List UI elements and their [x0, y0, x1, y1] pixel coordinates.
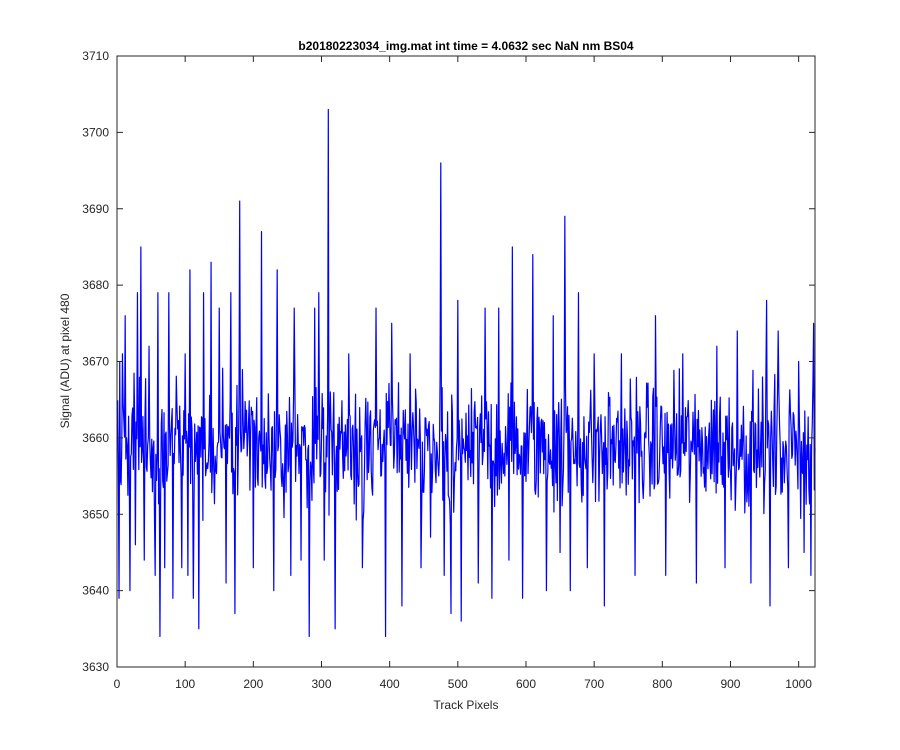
y-tick-label: 3700: [82, 125, 109, 139]
chart-title: b20180223034_img.mat int time = 4.0632 s…: [298, 39, 634, 53]
x-tick-label: 1000: [785, 677, 812, 691]
x-tick-label: 700: [584, 677, 604, 691]
y-tick-label: 3630: [82, 660, 109, 674]
y-axis-label: Signal (ADU) at pixel 480: [58, 293, 72, 428]
x-tick-label: 800: [652, 677, 672, 691]
x-tick-label: 300: [311, 677, 331, 691]
x-tick-label: 200: [243, 677, 263, 691]
y-tick-label: 3690: [82, 202, 109, 216]
x-tick-label: 400: [380, 677, 400, 691]
axes-box: [116, 55, 816, 668]
x-axis: 0 100 200 300 400 500 600 700 800 900 1000: [114, 56, 812, 691]
y-tick-label: 3710: [82, 49, 109, 63]
x-tick-label: 100: [175, 677, 195, 691]
series-line: [117, 108, 816, 638]
y-tick-label: 3670: [82, 355, 109, 369]
x-axis-label: Track Pixels: [434, 698, 499, 712]
y-tick-label: 3680: [82, 278, 109, 292]
x-tick-label: 600: [516, 677, 536, 691]
x-tick-label: 0: [114, 677, 121, 691]
y-tick-label: 3640: [82, 584, 109, 598]
plot-area: [117, 108, 816, 638]
y-tick-label: 3660: [82, 431, 109, 445]
x-tick-label: 500: [448, 677, 468, 691]
y-tick-label: 3650: [82, 507, 109, 521]
y-axis: 3630 3640 3650 3660 3670 3680 3690 3700 3710: [82, 49, 815, 674]
x-tick-label: 900: [720, 677, 740, 691]
